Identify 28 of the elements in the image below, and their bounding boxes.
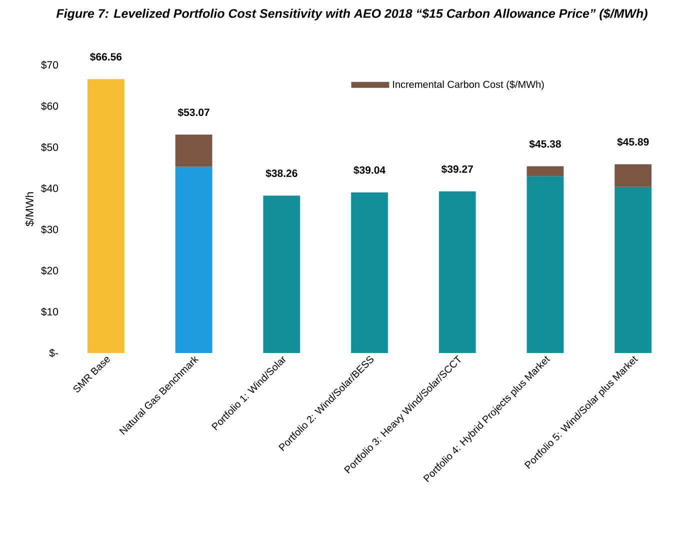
y-tick-label: $40 bbox=[41, 184, 58, 193]
bar bbox=[175, 134, 212, 167]
y-tick-label: $- bbox=[49, 348, 58, 358]
bar bbox=[526, 166, 564, 176]
y-tick-label: $50 bbox=[41, 143, 58, 152]
bar bbox=[87, 79, 124, 353]
bar bbox=[175, 166, 212, 353]
y-tick-label: $30 bbox=[41, 225, 58, 234]
bar bbox=[614, 186, 652, 353]
y-tick-label: $10 bbox=[41, 308, 58, 316]
bar bbox=[526, 176, 564, 353]
total-label: $38.26 bbox=[266, 169, 298, 178]
chart-title: Figure 7: Levelized Portfolio Cost Sensitivity with AEO 2018 “$15 Carbon Allowance Price” ($/MWh) bbox=[56, 8, 648, 20]
y-tick-label: $70 bbox=[41, 60, 58, 70]
bar bbox=[351, 192, 388, 353]
bar bbox=[614, 164, 652, 187]
bar bbox=[263, 196, 300, 353]
y-tick-label: $20 bbox=[41, 266, 58, 275]
total-label: $66.56 bbox=[90, 52, 122, 62]
y-tick-label: $60 bbox=[41, 102, 58, 110]
total-label: $39.27 bbox=[441, 164, 473, 174]
y-axis-title: $/MWh bbox=[25, 192, 34, 226]
total-label: $39.04 bbox=[354, 166, 386, 174]
legend-label: Incremental Carbon Cost ($/MWh) bbox=[393, 80, 544, 90]
bar bbox=[438, 191, 476, 353]
total-label: $45.38 bbox=[529, 140, 561, 148]
total-label: $45.89 bbox=[617, 138, 649, 146]
total-label: $53.07 bbox=[178, 108, 210, 117]
